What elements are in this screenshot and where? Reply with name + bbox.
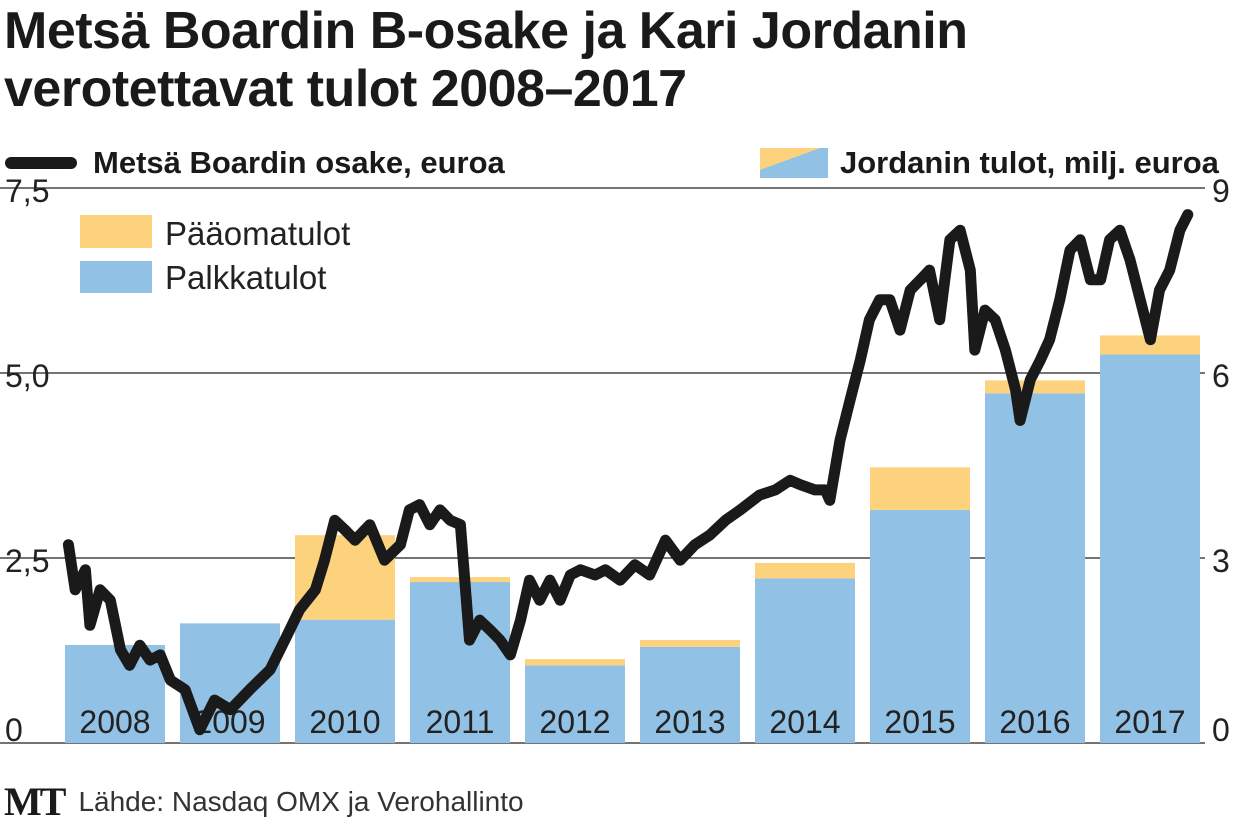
title-line-1: Metsä Boardin B-osake ja Kari Jordanin [4,2,968,60]
right-tick-label: 9 [1212,173,1230,209]
bar-paaomatulot [640,640,740,647]
left-tick-label: 7,5 [5,173,49,209]
legend-swatch-palkkatulot [80,261,152,293]
year-label: 2008 [79,704,150,740]
stock-price-line [62,209,1194,736]
year-label: 2015 [884,704,955,740]
bar-palkkatulot [525,665,625,743]
title-line-2: verotettavat tulot 2008–2017 [4,60,687,118]
right-tick-label: 0 [1212,712,1230,748]
bar-palkkatulot [640,646,740,743]
year-label: 2012 [539,704,610,740]
legend-line: Metsä Boardin osake, euroa [5,145,505,181]
legend-bars-label: Jordanin tulot, milj. euroa [840,145,1219,180]
bar-palkkatulot [295,619,395,743]
left-tick-label: 2,5 [5,543,49,579]
mt-logo: MT [4,779,66,824]
year-label: 2016 [999,704,1070,740]
chart-title: Metsä Boardin B-osake ja Kari Jordanin v… [4,2,968,118]
footer: MT Lähde: Nasdaq OMX ja Verohallinto [4,778,524,825]
bar-paaomatulot [525,659,625,666]
right-tick-label: 3 [1212,543,1230,579]
bar-palkkatulot [755,578,855,743]
legend-line-label: Metsä Boardin osake, euroa [93,145,505,180]
line-swatch [5,157,77,169]
source-text: Lähde: Nasdaq OMX ja Verohallinto [78,785,524,817]
legend-label-paaomatulot: Pääomatulot [165,215,350,252]
legend-bars: Jordanin tulot, milj. euroa [760,145,1219,181]
year-label: 2013 [654,704,725,740]
bar-palkkatulot [410,582,510,743]
bar-paaomatulot [870,467,970,510]
year-label: 2011 [426,704,495,740]
right-tick-label: 6 [1212,358,1230,394]
bar-palkkatulot [985,393,1085,743]
bar-palkkatulot [870,509,970,743]
bar-paaomatulot [755,562,855,579]
left-tick-label: 5,0 [5,358,49,394]
bar-palkkatulot [1100,354,1200,743]
bar-swatch [760,148,828,178]
year-label: 2017 [1114,704,1185,740]
year-label: 2014 [769,704,840,740]
legend-swatch-paaomatulot [80,215,152,248]
legend-label-palkkatulot: Palkkatulot [165,259,326,296]
year-label: 2010 [309,704,380,740]
left-tick-label: 0 [5,712,23,748]
